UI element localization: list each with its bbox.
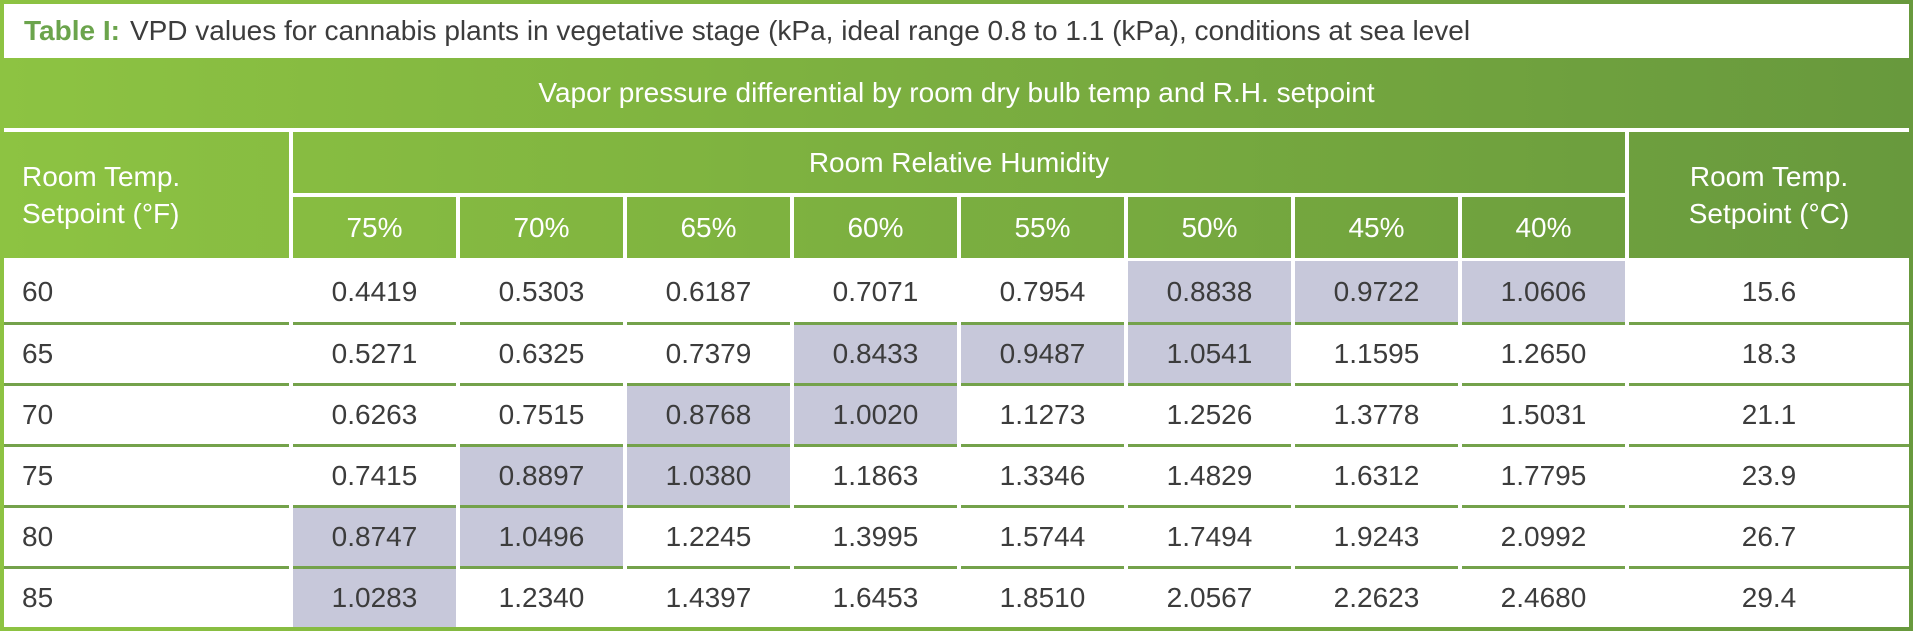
humidity-group-header: Room Relative Humidity xyxy=(293,132,1629,197)
table-number-label: Table I: xyxy=(24,15,120,46)
vpd-value-cell: 1.8510 xyxy=(961,566,1124,627)
row-header-fahrenheit-line1: Room Temp. xyxy=(22,161,181,192)
vpd-value-cell: 1.4829 xyxy=(1128,444,1291,505)
table-body: Table I: VPD values for cannabis plants … xyxy=(4,4,1909,627)
vpd-value-cell: 1.2526 xyxy=(1128,383,1291,444)
row-header-fahrenheit: Room Temp. Setpoint (°F) xyxy=(4,132,293,258)
vpd-value-cell: 1.6312 xyxy=(1295,444,1458,505)
vpd-value-cell: 1.0020 xyxy=(794,383,957,444)
vpd-value-cell: 0.6325 xyxy=(460,322,623,383)
table-subtitle-banner: Vapor pressure differential by room dry … xyxy=(4,58,1909,128)
temp-c-cell: 21.1 xyxy=(1629,383,1909,444)
vpd-value-cell: 2.2623 xyxy=(1295,566,1458,627)
temp-f-cell: 60 xyxy=(4,261,289,322)
humidity-col-header: 70% xyxy=(460,197,627,258)
vpd-value-cell: 0.8433 xyxy=(794,322,957,383)
vpd-value-cell: 1.7494 xyxy=(1128,505,1291,566)
vpd-value-cell: 1.2340 xyxy=(460,566,623,627)
vpd-value-cell: 0.9487 xyxy=(961,322,1124,383)
vpd-value-cell: 0.7071 xyxy=(794,261,957,322)
row-header-celsius-line2: Setpoint (°C) xyxy=(1688,198,1850,229)
vpd-value-cell: 2.0567 xyxy=(1128,566,1291,627)
temp-f-cell: 75 xyxy=(4,444,289,505)
vpd-value-cell: 0.8897 xyxy=(460,444,623,505)
humidity-col-header: 55% xyxy=(961,197,1128,258)
table-row: 70 0.6263 0.7515 0.8768 1.0020 1.1273 1.2526 1.… xyxy=(4,383,1909,444)
table-title-text: VPD values for cannabis plants in vegeta… xyxy=(129,15,1471,46)
temp-c-cell: 29.4 xyxy=(1629,566,1909,627)
vpd-value-cell: 1.0606 xyxy=(1462,261,1625,322)
temp-f-cell: 85 xyxy=(4,566,289,627)
vpd-value-cell: 1.0541 xyxy=(1128,322,1291,383)
vpd-value-cell: 1.4397 xyxy=(627,566,790,627)
humidity-col-header: 50% xyxy=(1128,197,1295,258)
vpd-value-cell: 1.5031 xyxy=(1462,383,1625,444)
vpd-value-cell: 1.6453 xyxy=(794,566,957,627)
temp-f-cell: 80 xyxy=(4,505,289,566)
temp-c-cell: 15.6 xyxy=(1629,261,1909,322)
vpd-value-cell: 0.7515 xyxy=(460,383,623,444)
vpd-value-cell: 0.4419 xyxy=(293,261,456,322)
vpd-value-cell: 1.3995 xyxy=(794,505,957,566)
table-row: 60 0.4419 0.5303 0.6187 0.7071 0.7954 0.8838 0.… xyxy=(4,261,1909,322)
vpd-value-cell: 0.8768 xyxy=(627,383,790,444)
vpd-value-cell: 0.8838 xyxy=(1128,261,1291,322)
vpd-value-cell: 1.1595 xyxy=(1295,322,1458,383)
humidity-col-header: 45% xyxy=(1295,197,1462,258)
temp-f-cell: 65 xyxy=(4,322,289,383)
table-data-rows: 60 0.4419 0.5303 0.6187 0.7071 0.7954 0.8838 0.… xyxy=(4,261,1909,627)
vpd-value-cell: 0.6187 xyxy=(627,261,790,322)
vpd-value-cell: 1.0380 xyxy=(627,444,790,505)
humidity-group-label: Room Relative Humidity xyxy=(808,146,1110,178)
table-row: 85 1.0283 1.2340 1.4397 1.6453 1.8510 2.0567 2.… xyxy=(4,566,1909,627)
vpd-value-cell: 1.0496 xyxy=(460,505,623,566)
table-subtitle-text: Vapor pressure differential by room dry … xyxy=(538,77,1375,108)
vpd-value-cell: 1.3346 xyxy=(961,444,1124,505)
vpd-value-cell: 0.7415 xyxy=(293,444,456,505)
table-row: 75 0.7415 0.8897 1.0380 1.1863 1.3346 1.4829 1.… xyxy=(4,444,1909,505)
vpd-value-cell: 0.5303 xyxy=(460,261,623,322)
temp-c-cell: 26.7 xyxy=(1629,505,1909,566)
table-row: 65 0.5271 0.6325 0.7379 0.8433 0.9487 1.0541 1.… xyxy=(4,322,1909,383)
humidity-col-header: 60% xyxy=(794,197,961,258)
temp-c-cell: 23.9 xyxy=(1629,444,1909,505)
humidity-col-header: 40% xyxy=(1462,197,1629,258)
table-caption: Table I: VPD values for cannabis plants … xyxy=(4,4,1909,58)
temp-c-cell: 18.3 xyxy=(1629,322,1909,383)
vpd-value-cell: 0.7954 xyxy=(961,261,1124,322)
humidity-col-header: 75% xyxy=(293,197,460,258)
vpd-value-cell: 0.8747 xyxy=(293,505,456,566)
row-header-fahrenheit-line2: Setpoint (°F) xyxy=(22,198,180,229)
vpd-value-cell: 1.2245 xyxy=(627,505,790,566)
vpd-value-cell: 2.4680 xyxy=(1462,566,1625,627)
row-header-celsius: Room Temp. Setpoint (°C) xyxy=(1629,132,1909,258)
vpd-value-cell: 1.7795 xyxy=(1462,444,1625,505)
row-header-celsius-line1: Room Temp. xyxy=(1689,161,1849,192)
vpd-value-cell: 2.0992 xyxy=(1462,505,1625,566)
vpd-value-cell: 1.9243 xyxy=(1295,505,1458,566)
table-row: 80 0.8747 1.0496 1.2245 1.3995 1.5744 1.7494 1.… xyxy=(4,505,1909,566)
table-header: Room Temp. Setpoint (°F) Room Relative H… xyxy=(4,132,1909,258)
vpd-value-cell: 1.1273 xyxy=(961,383,1124,444)
vpd-value-cell: 1.0283 xyxy=(293,566,456,627)
temp-f-cell: 70 xyxy=(4,383,289,444)
vpd-value-cell: 0.6263 xyxy=(293,383,456,444)
vpd-value-cell: 1.3778 xyxy=(1295,383,1458,444)
vpd-value-cell: 1.2650 xyxy=(1462,322,1625,383)
vpd-value-cell: 0.9722 xyxy=(1295,261,1458,322)
humidity-col-header: 65% xyxy=(627,197,794,258)
vpd-value-cell: 1.1863 xyxy=(794,444,957,505)
vpd-value-cell: 1.5744 xyxy=(961,505,1124,566)
vpd-value-cell: 0.7379 xyxy=(627,322,790,383)
vpd-value-cell: 0.5271 xyxy=(293,322,456,383)
